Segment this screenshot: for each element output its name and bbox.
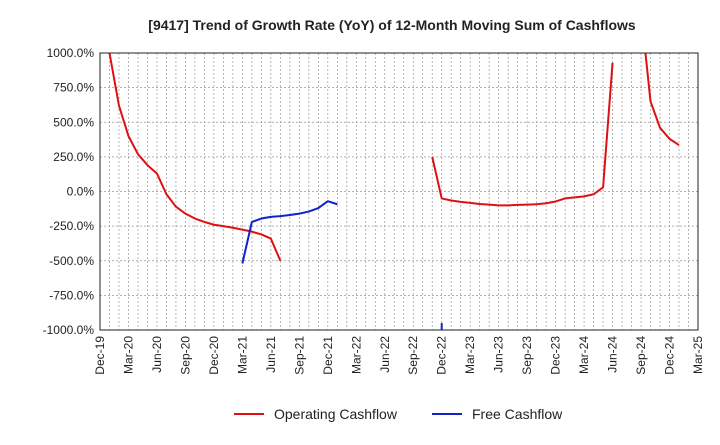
x-tick-label: Sep-23 — [520, 336, 534, 375]
chart-title: [9417] Trend of Growth Rate (YoY) of 12-… — [148, 17, 636, 33]
plot-frame — [99, 52, 699, 331]
y-tick-label: 250.0% — [53, 150, 94, 164]
y-tick-label: 750.0% — [53, 81, 94, 95]
x-tick-label: Jun-24 — [606, 336, 620, 373]
x-tick-label: Sep-22 — [406, 336, 420, 375]
x-tick-label: Dec-24 — [663, 336, 677, 375]
x-tick-label: Dec-23 — [549, 336, 563, 375]
y-tick-label: -1000.0% — [43, 323, 95, 337]
legend-label-free-cashflow: Free Cashflow — [472, 406, 563, 422]
x-tick-label: Jun-20 — [150, 336, 164, 373]
x-tick-label: Mar-25 — [691, 336, 705, 374]
y-tick-label: -250.0% — [49, 219, 94, 233]
y-tick-label: 1000.0% — [47, 46, 95, 60]
y-axis-tick-labels: 1000.0% 750.0% 500.0% 250.0% 0.0% -250.0% -500… — [43, 46, 95, 337]
series-line-free-cashflow — [241, 200, 338, 264]
y-tick-label: -750.0% — [49, 288, 94, 302]
y-tick-label: -500.0% — [49, 254, 94, 268]
x-tick-label: Dec-22 — [435, 336, 449, 375]
series-line-operating-cashflow — [431, 62, 614, 207]
x-tick-label: Mar-21 — [235, 336, 249, 374]
x-tick-label: Mar-23 — [463, 336, 477, 374]
series-line-operating-cashflow — [644, 53, 680, 146]
y-tick-label: 500.0% — [53, 115, 94, 129]
legend-label-operating-cashflow: Operating Cashflow — [274, 406, 398, 422]
x-tick-label: Dec-20 — [207, 336, 221, 375]
x-tick-label: Jun-22 — [378, 336, 392, 373]
x-tick-label: Jun-23 — [492, 336, 506, 373]
series-line-operating-cashflow — [108, 53, 282, 262]
series-lines — [108, 53, 680, 330]
x-axis-tick-labels: Dec-19 Mar-20 Jun-20 Sep-20 Dec-20 Mar-21 Jun-… — [93, 336, 705, 375]
grid — [99, 52, 699, 331]
x-tick-label: Sep-20 — [178, 336, 192, 375]
x-tick-label: Sep-24 — [634, 336, 648, 375]
x-tick-label: Mar-20 — [121, 336, 135, 374]
x-tick-label: Jun-21 — [264, 336, 278, 373]
x-tick-label: Mar-22 — [349, 336, 363, 374]
x-tick-label: Mar-24 — [577, 336, 591, 374]
legend: Operating Cashflow Free Cashflow — [234, 406, 563, 422]
x-tick-label: Dec-19 — [93, 336, 107, 375]
x-tick-label: Dec-21 — [321, 336, 335, 375]
x-tick-label: Sep-21 — [292, 336, 306, 375]
y-tick-label: 0.0% — [67, 185, 95, 199]
